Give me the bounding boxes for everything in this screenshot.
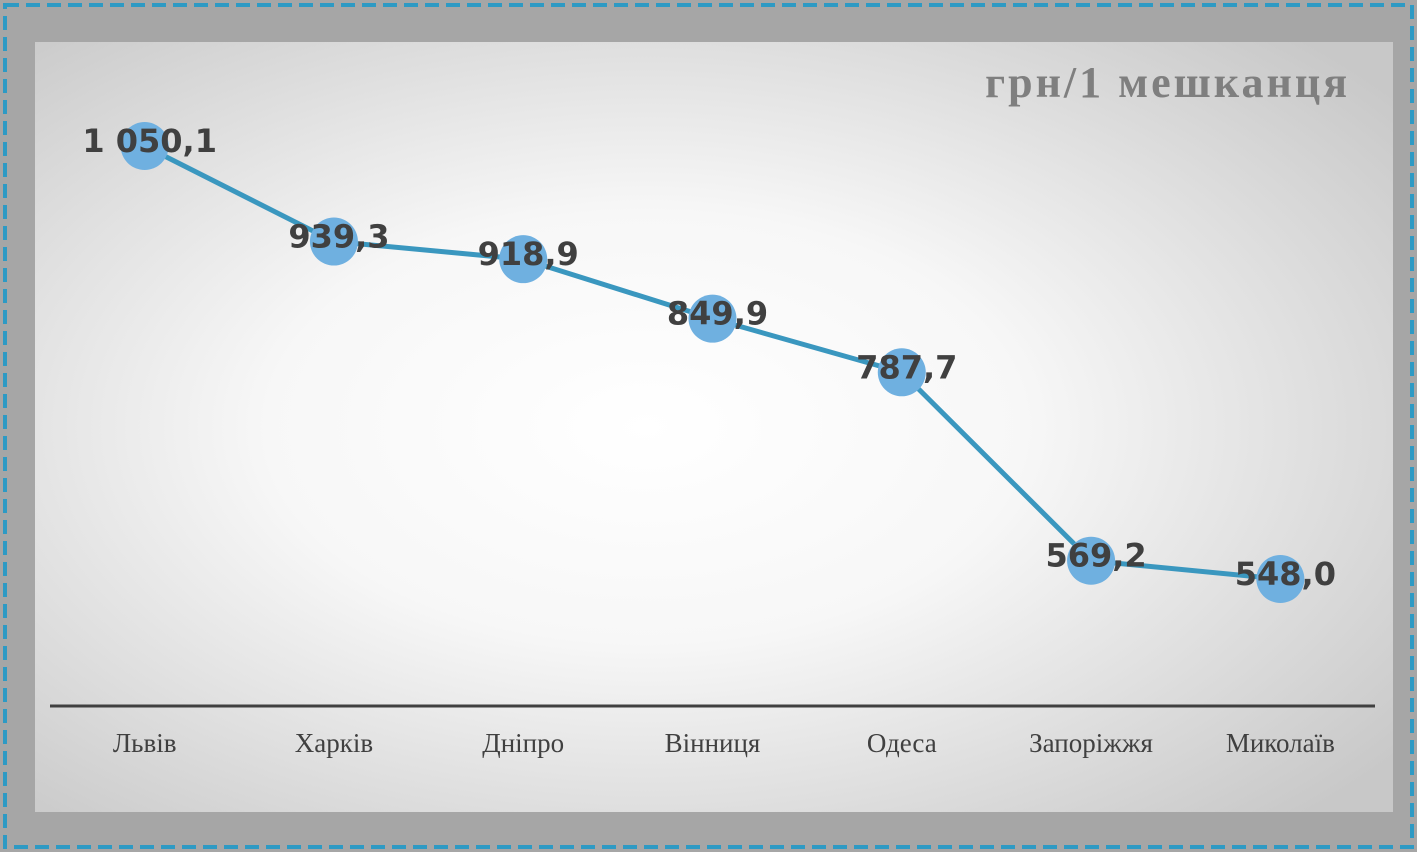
x-tick-label: Вінниця <box>665 728 761 758</box>
marker <box>1067 536 1116 585</box>
data-label: 939,3 <box>288 218 389 256</box>
marker <box>1256 555 1305 603</box>
marker <box>309 217 358 266</box>
data-label: 1 050,1 <box>82 122 217 160</box>
chart-title: грн/1 мешканця <box>985 58 1350 107</box>
marker <box>120 122 169 170</box>
data-label: 548,0 <box>1235 555 1336 593</box>
x-tick-label: Харків <box>295 728 373 758</box>
data-label: 569,2 <box>1045 537 1146 575</box>
marker <box>499 235 548 284</box>
data-label: 849,9 <box>667 295 768 333</box>
dashed-border <box>3 3 1414 849</box>
x-tick-label: Миколаїв <box>1226 728 1335 758</box>
data-label: 787,7 <box>856 348 957 386</box>
x-tick-label: Дніпро <box>482 728 564 758</box>
x-tick-label: Запоріжжя <box>1029 728 1153 758</box>
data-label: 918,9 <box>478 235 579 273</box>
plot-panel <box>35 42 1393 812</box>
marker <box>688 294 737 343</box>
x-tick-label: Львів <box>113 728 177 758</box>
marker <box>877 348 926 397</box>
x-tick-label: Одеса <box>867 728 937 758</box>
